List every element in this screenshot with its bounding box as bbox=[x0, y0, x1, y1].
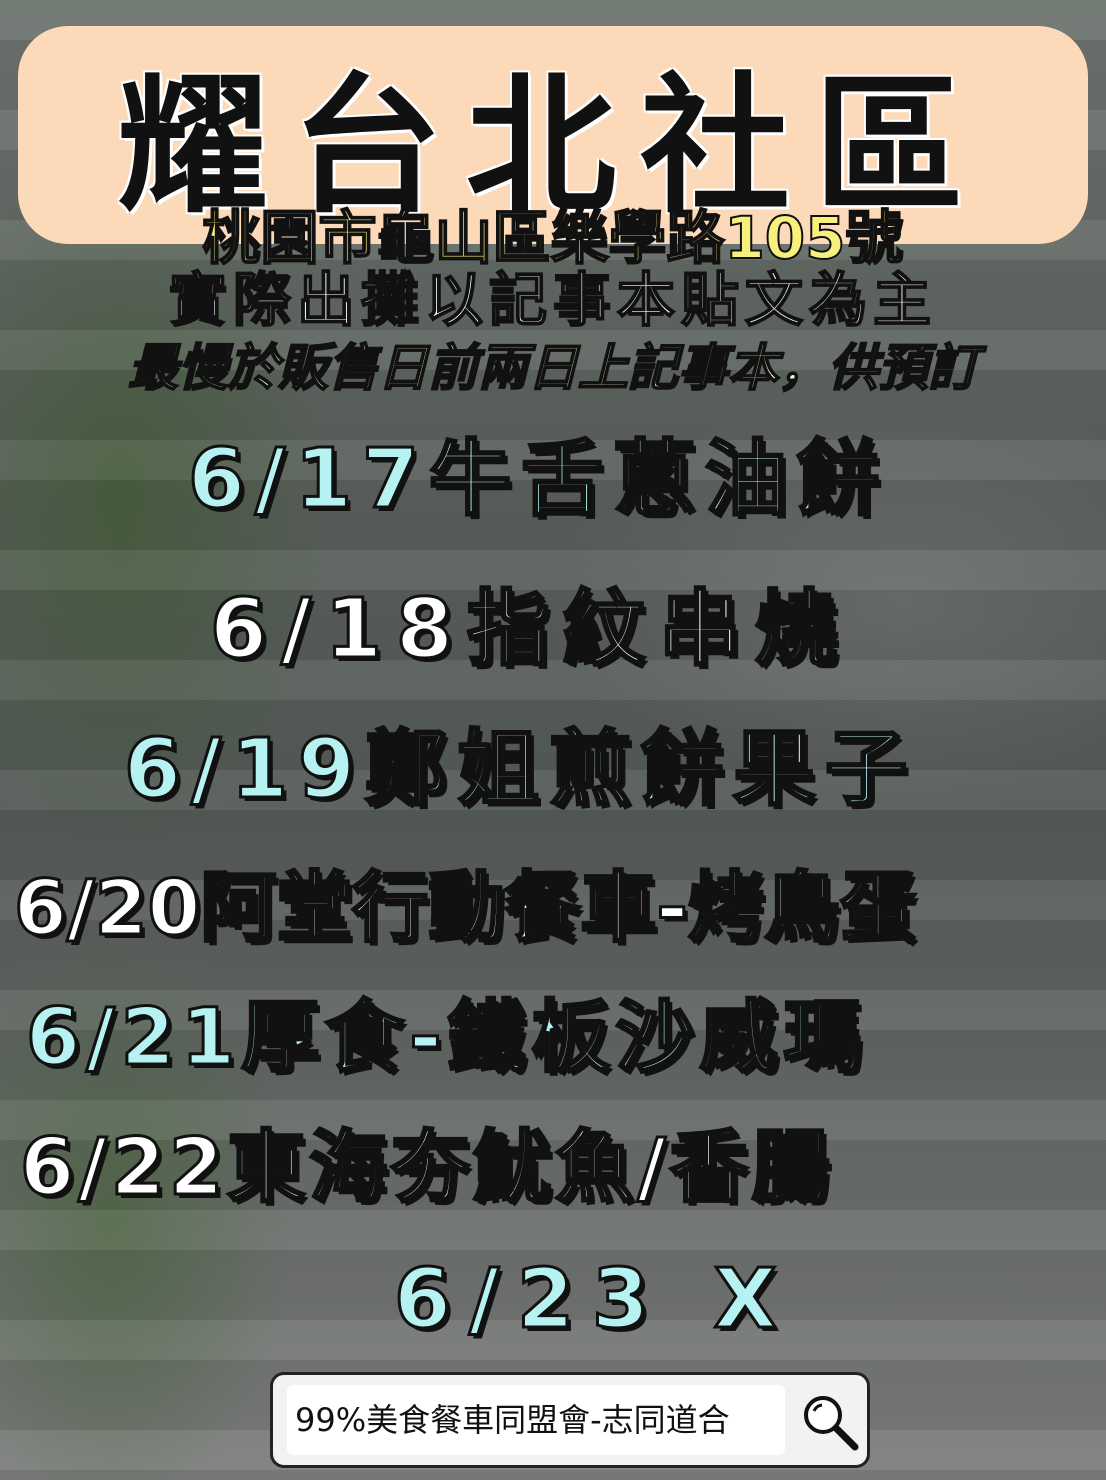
search-bar[interactable]: 99%美食餐車同盟會-志同道合 bbox=[270, 1372, 870, 1468]
schedule-item-0623: 6/23 X bbox=[393, 1251, 795, 1349]
schedule-item-0621: 6/21厚食-鐵板沙威瑪 bbox=[25, 992, 868, 1085]
schedule-item-0620: 6/20阿堂行動餐車-烤鳥蛋 bbox=[13, 862, 918, 954]
address-line: 桃園市龜山區樂學路105號 bbox=[201, 203, 904, 273]
schedule-item-0617: 6/17牛舌蔥油餅 bbox=[186, 431, 890, 529]
schedule-item-0619: 6/19鄭姐煎餅果子 bbox=[122, 721, 918, 819]
schedule-item-0618: 6/18指紋串燒 bbox=[208, 581, 852, 679]
search-query-text: 99%美食餐車同盟會-志同道合 bbox=[295, 1401, 730, 1439]
notice-line: 實際出攤以記事本貼文為主 bbox=[168, 265, 937, 335]
search-input[interactable]: 99%美食餐車同盟會-志同道合 bbox=[287, 1385, 785, 1455]
schedule-item-0622: 6/22東海夯魷魚/香腸 bbox=[19, 1122, 834, 1215]
search-icon[interactable] bbox=[795, 1387, 865, 1457]
page-title: 耀台北社區 bbox=[117, 60, 988, 234]
preorder-note: 最慢於販售日前兩日上記事本，供預訂 bbox=[127, 338, 979, 398]
title-banner: 耀台北社區 bbox=[18, 26, 1088, 244]
